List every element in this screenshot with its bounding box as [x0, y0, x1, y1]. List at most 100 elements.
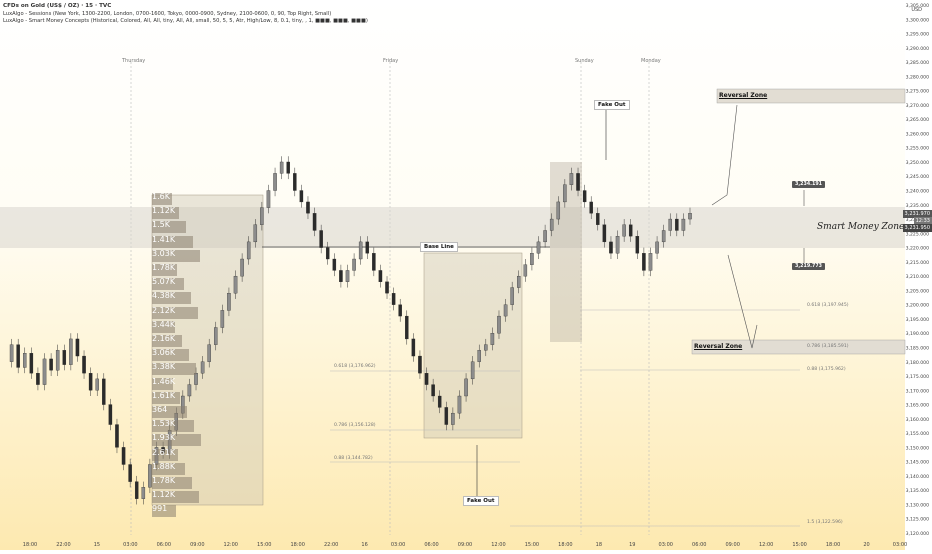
day-label-monday: Monday	[641, 58, 661, 64]
candle	[253, 224, 258, 243]
fake-out-bottom-label[interactable]: Fake Out	[463, 496, 499, 506]
candle	[596, 213, 600, 225]
x-tick-label: 09:00	[725, 542, 739, 548]
candle	[635, 236, 640, 254]
volume-profile-bar	[152, 377, 173, 390]
candle	[681, 218, 686, 231]
indicator-sessions[interactable]: LuxAlgo - Sessions (New York, 1300-2200,…	[3, 11, 332, 17]
x-tick-label: 22:00	[324, 542, 338, 548]
candle	[279, 161, 284, 174]
candle	[451, 412, 455, 425]
candle	[602, 224, 607, 243]
volume-profile-label: 1.61K	[152, 390, 176, 400]
y-tick-label: 3,300.000	[906, 17, 929, 23]
y-tick-label: 3,295.000	[906, 32, 929, 38]
candle	[286, 161, 290, 174]
volume-profile-label: 3.38K	[152, 362, 176, 372]
candle	[688, 213, 692, 220]
candle	[332, 258, 337, 271]
candle	[108, 404, 113, 425]
reversal-zone-upper-box	[716, 88, 906, 104]
volume-profile-label: 1.78K	[152, 476, 176, 485]
x-tick-label: 18	[596, 542, 602, 548]
reversal-zone-upper-label[interactable]: Reversal Zone	[719, 92, 768, 99]
x-tick-label: 18:00	[290, 542, 304, 548]
y-tick-label: 3,195.000	[906, 317, 929, 323]
volume-profile-label: 3.44K	[152, 319, 176, 329]
candle	[628, 224, 633, 237]
y-tick-label: 3,135.000	[906, 488, 929, 494]
volume-profile-bar	[152, 335, 182, 347]
smart-money-zone-label[interactable]: Smart Money Zone	[817, 222, 905, 232]
x-tick-label: 03:00	[391, 542, 405, 548]
candle	[642, 253, 646, 271]
candle	[477, 350, 481, 362]
volume-profile-bar	[152, 363, 196, 376]
volume-profile-label: 1.6K	[152, 192, 170, 201]
candle	[424, 373, 429, 385]
candle	[398, 304, 402, 317]
candle	[352, 258, 356, 271]
fake-out-top-label[interactable]: Fake Out	[594, 100, 630, 110]
candle	[411, 338, 416, 357]
volume-profile-bar	[152, 306, 198, 319]
x-tick-label: 15	[94, 542, 100, 548]
volume-profile-label: 991	[152, 504, 168, 514]
reversal-zone-lower-label[interactable]: Reversal Zone	[694, 343, 743, 350]
y-tick-label: 3,250.000	[906, 160, 929, 166]
fib-label: 0.786 (3,185.591)	[807, 344, 849, 349]
price-tag-upper: 3,234.191	[792, 181, 826, 188]
volume-profile-label: 1.12K	[152, 206, 176, 216]
fib-label: 0.88 (3,175.962)	[807, 367, 846, 372]
candle	[293, 173, 297, 191]
candle	[121, 447, 126, 465]
candle	[556, 201, 561, 220]
candle	[622, 224, 626, 237]
x-tick-label: 15:00	[792, 542, 806, 548]
candle	[589, 201, 593, 214]
volume-profile-bar	[152, 391, 180, 404]
candle	[200, 361, 205, 374]
candle	[372, 253, 376, 271]
indicator-smc[interactable]: LuxAlgo - Smart Money Concepts (Historic…	[3, 18, 368, 24]
candle	[9, 344, 14, 362]
x-tick-label: 18:00	[558, 542, 572, 548]
candle	[391, 293, 396, 305]
day-label-friday: Friday	[383, 58, 399, 64]
y-tick-label: 3,240.000	[906, 189, 929, 195]
candle	[273, 173, 277, 191]
volume-profile-label: 4.38K	[152, 291, 176, 301]
candle	[464, 378, 468, 397]
y-tick-label: 3,120.000	[906, 531, 929, 537]
x-tick-label: 03:00	[893, 542, 907, 548]
x-tick-label: 18:00	[23, 542, 37, 548]
x-tick-label: 12:00	[491, 542, 505, 548]
projection-down	[727, 254, 758, 349]
candle	[220, 310, 225, 328]
fib-label: 1.5 (3,122.596)	[807, 520, 843, 525]
x-tick-label: 12:00	[759, 542, 773, 548]
y-tick-label: 3,140.000	[906, 474, 929, 480]
y-tick-label: 3,220.000	[906, 246, 929, 252]
x-tick-label: 19	[629, 542, 635, 548]
base-line-label[interactable]: Base Line	[420, 242, 458, 252]
candle	[530, 253, 534, 265]
x-tick-label: 22:00	[56, 542, 70, 548]
candle	[339, 270, 343, 282]
volume-profile-bar	[152, 406, 187, 418]
volume-profile-bar	[152, 320, 175, 333]
volume-profile-bar	[152, 505, 176, 518]
volume-profile-bar	[152, 477, 192, 489]
candle	[260, 207, 264, 225]
candle	[148, 464, 152, 488]
candle	[655, 241, 659, 254]
y-tick-label: 3,205.000	[906, 288, 929, 294]
candle	[128, 464, 132, 482]
x-tick-label: 09:00	[190, 542, 204, 548]
candle	[227, 293, 231, 311]
candle	[266, 190, 271, 208]
candle	[648, 253, 653, 271]
candle	[214, 327, 218, 345]
